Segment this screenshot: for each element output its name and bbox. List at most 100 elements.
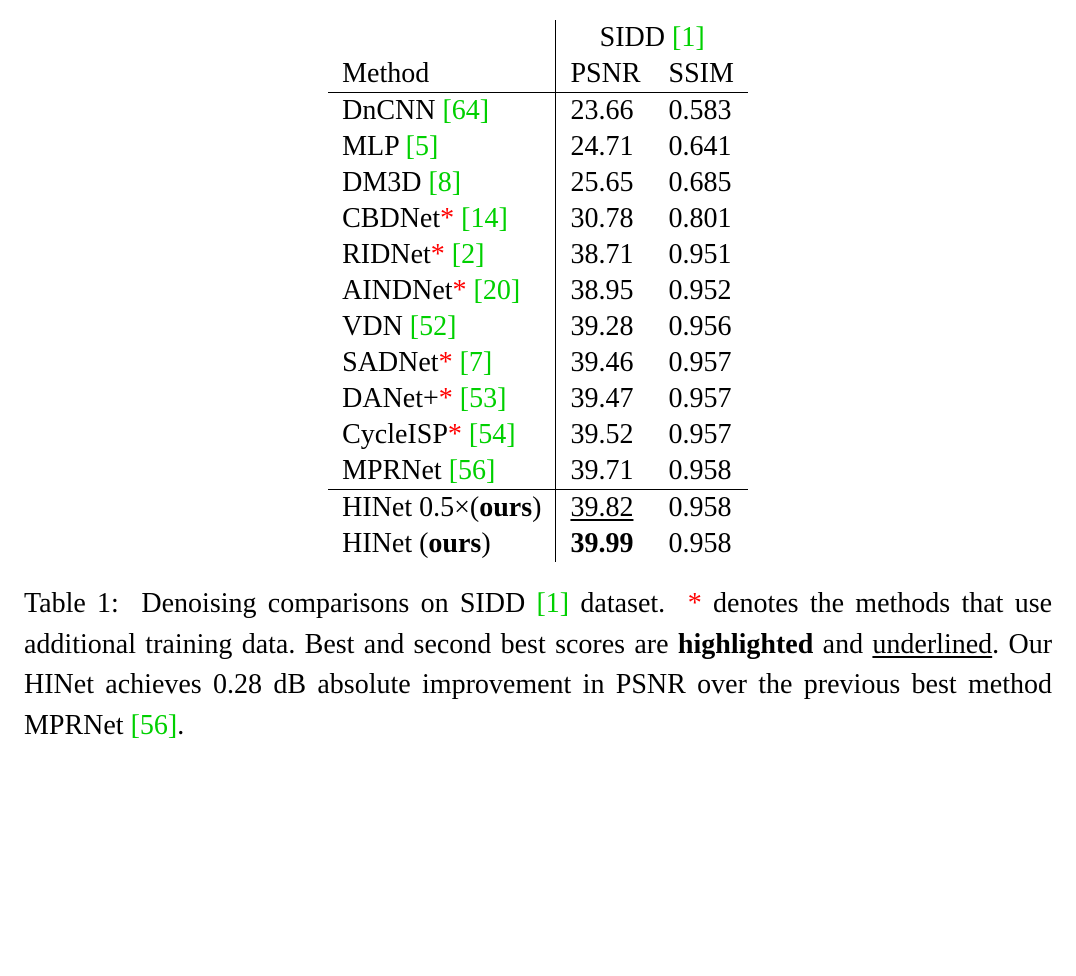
method-name: AINDNet (342, 275, 452, 306)
ssim-cell: 0.958 (655, 526, 748, 562)
ssim-cell: 0.957 (655, 381, 748, 417)
method-cite[interactable]: [64] (442, 95, 489, 126)
table-row: VDN [52]39.280.956 (328, 309, 748, 345)
table-row: DnCNN [64]23.660.583 (328, 93, 748, 130)
method-name: MPRNet (342, 455, 442, 486)
header-group-cite[interactable]: [1] (672, 22, 705, 53)
method-cite[interactable]: [14] (461, 203, 508, 234)
table-row: MPRNet [56]39.710.958 (328, 453, 748, 490)
ssim-cell: 0.957 (655, 345, 748, 381)
method-cite[interactable]: [20] (474, 275, 521, 306)
ssim-cell: 0.952 (655, 273, 748, 309)
method-name: CycleISP (342, 419, 448, 450)
table-row: DANet+* [53] 39.470.957 (328, 381, 748, 417)
method-cite[interactable]: [52] (410, 311, 457, 342)
asterisk-icon: * (431, 239, 445, 270)
caption-label: Table 1: (24, 588, 119, 619)
method-name-bold: ours (479, 492, 532, 523)
psnr-value: 39.82 (570, 492, 633, 523)
method-name-pre: HINet 0.5×( (342, 492, 479, 523)
caption-text: Denoising comparisons on SIDD (141, 588, 525, 619)
method-cell: MPRNet [56] (328, 453, 556, 490)
psnr-cell: 39.46 (556, 345, 655, 381)
method-cell: AINDNet* [20] (328, 273, 556, 309)
psnr-cell: 25.65 (556, 165, 655, 201)
psnr-cell: 39.47 (556, 381, 655, 417)
psnr-cell: 23.66 (556, 93, 655, 130)
method-name: MLP (342, 131, 399, 162)
asterisk-icon: * (439, 383, 453, 414)
method-cell: HINet 0.5×(ours) (328, 490, 556, 527)
header-method: Method (328, 56, 556, 93)
caption-star: * (688, 588, 702, 619)
psnr-cell: 38.71 (556, 237, 655, 273)
method-cell: CBDNet* [14] (328, 201, 556, 237)
method-name: DM3D (342, 167, 421, 198)
asterisk-icon: * (440, 203, 454, 234)
method-cite[interactable]: [7] (460, 347, 493, 378)
header-group: SIDD [1] (556, 20, 748, 56)
method-name: DANet+ (342, 383, 439, 414)
ssim-cell: 0.685 (655, 165, 748, 201)
method-cite[interactable]: [8] (428, 167, 461, 198)
method-cell: VDN [52] (328, 309, 556, 345)
method-cite[interactable]: [5] (406, 131, 439, 162)
psnr-cell: 39.82 (556, 490, 655, 527)
ssim-cell: 0.583 (655, 93, 748, 130)
table-row-ours-half: HINet 0.5×(ours) 39.82 0.958 (328, 490, 748, 527)
method-cell: DM3D [8] (328, 165, 556, 201)
method-cell: MLP [5] (328, 129, 556, 165)
table-row: SADNet* [7]39.460.957 (328, 345, 748, 381)
ssim-cell: 0.801 (655, 201, 748, 237)
psnr-cell: 39.99 (556, 526, 655, 562)
asterisk-icon: * (439, 347, 453, 378)
method-name-bold: ours (428, 528, 481, 559)
ssim-cell: 0.951 (655, 237, 748, 273)
header-row-top: SIDD [1] (328, 20, 748, 56)
caption-cite-1[interactable]: [1] (536, 588, 569, 619)
ssim-cell: 0.957 (655, 417, 748, 453)
method-name: RIDNet (342, 239, 431, 270)
results-table: SIDD [1] Method PSNR SSIM DnCNN [64]23.6… (328, 20, 748, 562)
caption-text: . (177, 710, 184, 741)
table-caption: Table 1: Denoising comparisons on SIDD [… (24, 584, 1052, 746)
method-cell: RIDNet* [2] (328, 237, 556, 273)
caption-text: dataset. (580, 588, 665, 619)
caption-text: and (823, 629, 863, 660)
table-row: DM3D [8]25.650.685 (328, 165, 748, 201)
results-table-wrap: SIDD [1] Method PSNR SSIM DnCNN [64]23.6… (24, 20, 1052, 570)
ssim-cell: 0.641 (655, 129, 748, 165)
psnr-cell: 39.52 (556, 417, 655, 453)
ssim-cell: 0.958 (655, 453, 748, 490)
asterisk-icon: * (448, 419, 462, 450)
psnr-cell: 38.95 (556, 273, 655, 309)
table-row: RIDNet* [2]38.710.951 (328, 237, 748, 273)
method-name: CBDNet (342, 203, 440, 234)
table-row-ours-full: HINet (ours) 39.99 0.958 (328, 526, 748, 562)
psnr-value: 39.99 (570, 528, 633, 559)
ssim-cell: 0.956 (655, 309, 748, 345)
psnr-cell: 39.71 (556, 453, 655, 490)
method-name: DnCNN (342, 95, 435, 126)
method-cell: DnCNN [64] (328, 93, 556, 130)
method-cite[interactable]: [2] (452, 239, 485, 270)
header-group-label: SIDD (600, 22, 665, 53)
table-row: CBDNet* [14]30.780.801 (328, 201, 748, 237)
method-cite[interactable]: [54] (469, 419, 516, 450)
table-row: MLP [5]24.710.641 (328, 129, 748, 165)
caption-underline-word: underlined (872, 629, 992, 660)
method-cite[interactable]: [56] (449, 455, 496, 486)
method-name-post: ) (532, 492, 541, 523)
method-cell: SADNet* [7] (328, 345, 556, 381)
caption-cite-2[interactable]: [56] (131, 710, 178, 741)
method-cite[interactable]: [53] (460, 383, 507, 414)
header-psnr: PSNR (556, 56, 655, 93)
psnr-cell: 39.28 (556, 309, 655, 345)
method-cell: HINet (ours) (328, 526, 556, 562)
header-ssim: SSIM (655, 56, 748, 93)
table-row: AINDNet* [20]38.950.952 (328, 273, 748, 309)
method-name: VDN (342, 311, 403, 342)
method-name-pre: HINet ( (342, 528, 428, 559)
caption-bold-word: highlighted (678, 629, 813, 660)
method-name-post: ) (481, 528, 490, 559)
